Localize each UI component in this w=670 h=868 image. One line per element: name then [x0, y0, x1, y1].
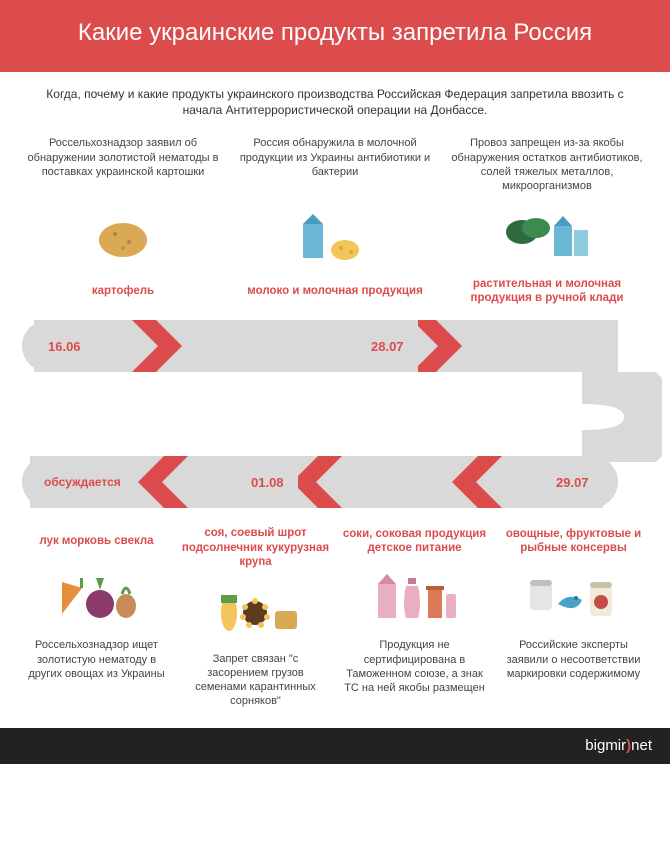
category-label: соки, соковая продукция детское питание — [340, 526, 489, 556]
desc: Провоз запрещен из-за якобы обнаружения … — [446, 136, 648, 196]
brand-part: bigmir — [585, 737, 626, 754]
brand-logo: bigmir)net — [585, 737, 652, 754]
plant-dairy-icon — [446, 202, 648, 272]
item-grain: соя, соевый шрот подсолнечник кукурузная… — [181, 522, 330, 711]
juice-icon — [340, 562, 489, 632]
chevron-right-icon — [412, 320, 462, 372]
bottom-row: лук морковь свекла Россельхознадзор ищет… — [22, 522, 648, 711]
desc: Россельхознадзор заявил об обнаружении з… — [22, 136, 224, 196]
infographic-body: Россельхознадзор заявил об обнаружении з… — [0, 128, 670, 727]
item-potato: Россельхознадзор заявил об обнаружении з… — [22, 136, 224, 310]
dairy-icon — [234, 202, 436, 272]
item-juice: соки, соковая продукция детское питание … — [340, 522, 489, 711]
track-bar — [22, 320, 618, 372]
veg-icon — [22, 562, 171, 632]
chevron-left-icon — [452, 456, 502, 508]
date-badge: 29.07 — [542, 456, 603, 508]
category-label: соя, соевый шрот подсолнечник кукурузная… — [181, 526, 330, 569]
page-title: Какие украинские продукты запретила Росс… — [20, 18, 650, 48]
category-label: молоко и молочная продукция — [234, 276, 436, 306]
u-turn-connector — [22, 372, 662, 462]
category-label: овощные, фруктовые и рыбные консервы — [499, 526, 648, 556]
date-badge: обсуждается — [30, 456, 135, 508]
header-banner: Какие украинские продукты запретила Росс… — [0, 0, 670, 72]
desc: Запрет связан "с засорением грузов семен… — [181, 652, 330, 712]
desc: Российские эксперты заявили о несоответс… — [499, 638, 648, 698]
desc: Россельхознадзор ищет золотистую нематод… — [22, 638, 171, 698]
brand-part: net — [631, 737, 652, 754]
potato-icon — [22, 202, 224, 272]
grain-icon — [181, 576, 330, 646]
chevron-left-icon — [292, 456, 342, 508]
timeline-bottom: обсуждается 01.08 29.07 — [22, 456, 648, 508]
chevron-left-icon — [138, 456, 188, 508]
date-badge: 28.07 — [357, 320, 418, 372]
timeline-top: 16.06 28.07 — [22, 320, 648, 372]
item-cans: овощные, фруктовые и рыбные консервы Рос… — [499, 522, 648, 711]
chevron-right-icon — [132, 320, 182, 372]
subtitle: Когда, почему и какие продукты украинско… — [0, 72, 670, 128]
item-veg: лук морковь свекла Россельхознадзор ищет… — [22, 522, 171, 711]
category-label: картофель — [22, 276, 224, 306]
top-row: Россельхознадзор заявил об обнаружении з… — [22, 136, 648, 310]
footer-bar: bigmir)net — [0, 728, 670, 764]
desc: Россия обнаружила в молочной продукции и… — [234, 136, 436, 196]
category-label: растительная и молочная продукция в ручн… — [446, 276, 648, 306]
category-label: лук морковь свекла — [22, 526, 171, 556]
item-plant-dairy: Провоз запрещен из-за якобы обнаружения … — [446, 136, 648, 310]
cans-icon — [499, 562, 648, 632]
item-dairy: Россия обнаружила в молочной продукции и… — [234, 136, 436, 310]
date-badge: 01.08 — [237, 456, 298, 508]
date-badge: 16.06 — [34, 320, 95, 372]
desc: Продукция не сертифицирована в Таможенно… — [340, 638, 489, 698]
